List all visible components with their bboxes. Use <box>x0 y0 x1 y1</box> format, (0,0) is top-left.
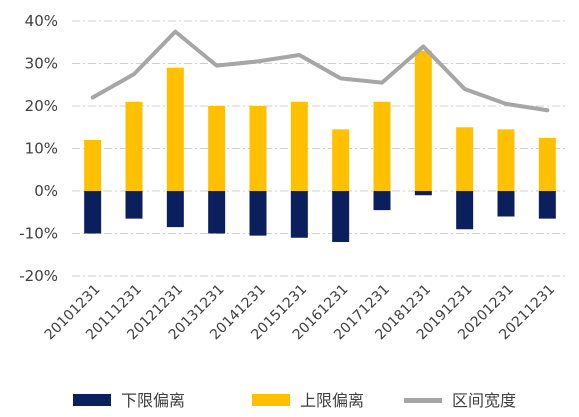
line-range-width <box>90 29 550 113</box>
bar-upper-deviation <box>332 129 350 191</box>
bar-lower-deviation <box>249 191 267 236</box>
legend-swatch <box>73 394 111 406</box>
bar-upper-deviation <box>166 67 184 191</box>
y-tick-label: 0% <box>34 182 58 200</box>
bars-layer <box>84 50 556 242</box>
y-axis-ticks: -20% -10% 0% 10% 20% 30% 40% <box>19 12 58 285</box>
bar-lower-deviation <box>208 191 226 234</box>
bar-lower-deviation <box>125 191 143 219</box>
legend-label: 下限偏离 <box>121 391 185 410</box>
bar-lower-deviation <box>456 191 474 230</box>
y-tick-label: 40% <box>25 12 58 30</box>
bar-lower-deviation <box>373 191 391 211</box>
y-tick-label: -20% <box>19 267 58 285</box>
legend-swatch <box>252 394 290 406</box>
bar-upper-deviation <box>249 106 267 191</box>
bar-lower-deviation <box>414 191 432 196</box>
grid-layer <box>72 20 568 277</box>
bar-lower-deviation <box>84 191 102 234</box>
legend-swatch <box>404 398 442 403</box>
x-axis-ticks: 2010123120111231201212312013123120141231… <box>42 282 558 344</box>
y-tick-label: 20% <box>25 97 58 115</box>
bar-upper-deviation <box>538 137 556 191</box>
legend: 下限偏离 上限偏离 区间宽度 <box>73 391 516 410</box>
line-layer <box>90 29 550 113</box>
bar-upper-deviation <box>125 101 143 191</box>
bar-upper-deviation <box>456 127 474 191</box>
bar-upper-deviation <box>373 101 391 191</box>
y-tick-label: -10% <box>19 225 58 243</box>
bar-lower-deviation <box>290 191 308 238</box>
bar-lower-deviation <box>538 191 556 219</box>
legend-label: 区间宽度 <box>452 391 516 410</box>
bar-upper-deviation <box>208 106 226 191</box>
bar-lower-deviation <box>166 191 184 228</box>
y-tick-label: 10% <box>25 140 58 158</box>
bar-upper-deviation <box>414 50 432 191</box>
bar-upper-deviation <box>497 129 515 191</box>
bar-upper-deviation <box>84 140 102 191</box>
y-tick-label: 30% <box>25 55 58 73</box>
bar-upper-deviation <box>290 101 308 191</box>
bar-lower-deviation <box>332 191 350 242</box>
bar-lower-deviation <box>497 191 515 217</box>
legend-label: 上限偏离 <box>300 391 364 410</box>
